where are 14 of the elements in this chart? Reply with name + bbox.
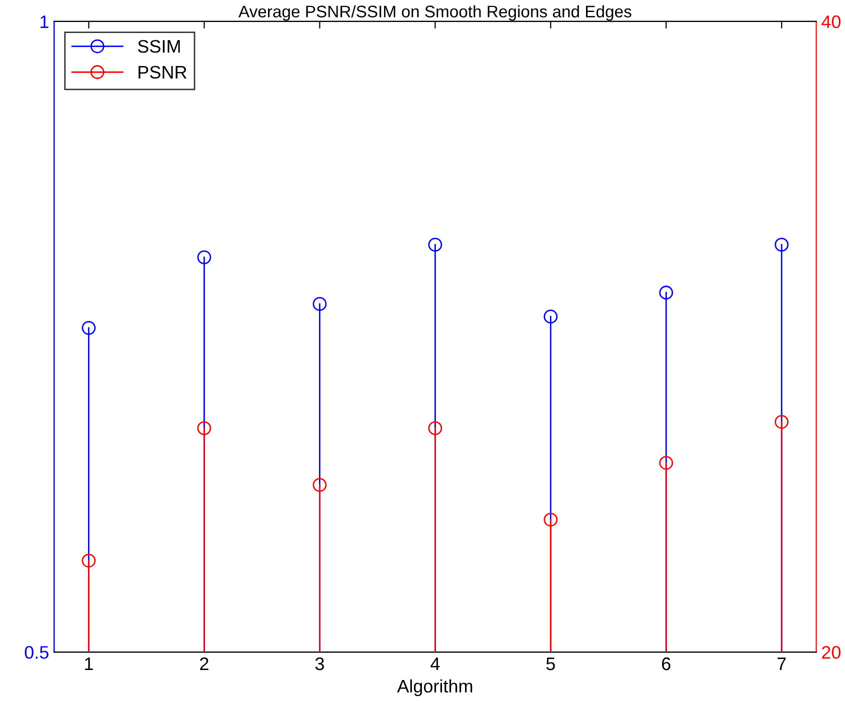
y2-tick-label: 20 (822, 646, 841, 659)
x-tick-label: 5 (546, 658, 555, 670)
x-tick-label: 2 (200, 657, 208, 670)
x-tick-label: 1 (85, 658, 93, 670)
legend-label: SSIM (138, 40, 180, 53)
x-tick-label: 7 (778, 658, 786, 670)
legend-label: PSNR (138, 66, 186, 79)
x-axis-title: Algorithm (397, 679, 472, 696)
y2-tick-label: 40 (822, 15, 841, 28)
chart-title: Average PSNR/SSIM on Smooth Regions and Edges (238, 5, 632, 21)
x-tick-label: 3 (315, 657, 324, 670)
x-tick-label: 6 (662, 657, 670, 670)
y-tick-label: 0.5 (24, 646, 48, 659)
x-tick-label: 4 (430, 658, 440, 670)
